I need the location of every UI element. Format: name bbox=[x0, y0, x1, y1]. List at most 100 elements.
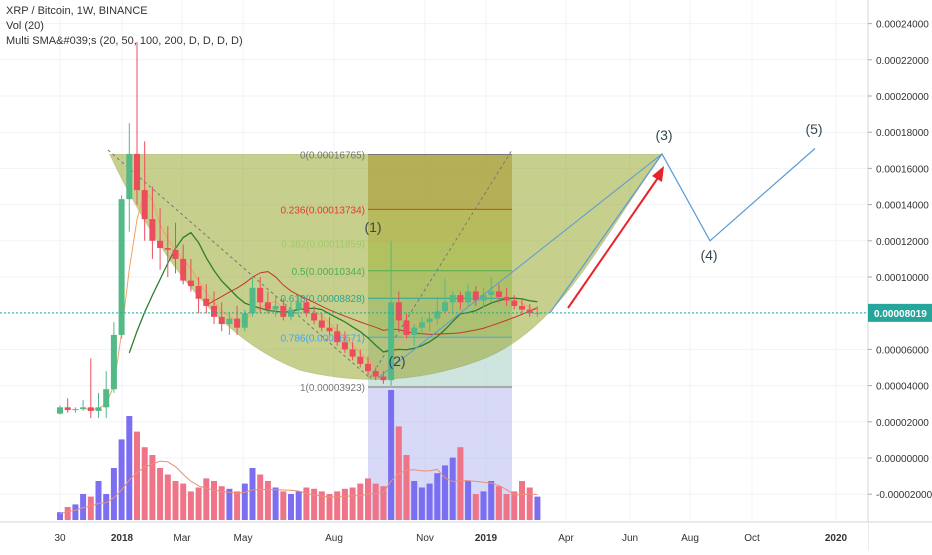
candle-body bbox=[519, 305, 525, 310]
volume-bar bbox=[195, 487, 202, 520]
price-tick-label: 0.00024000 bbox=[876, 20, 929, 31]
volume-bar bbox=[126, 416, 133, 520]
volume-bar bbox=[480, 491, 487, 520]
volume-bar bbox=[388, 390, 395, 520]
volume-bar bbox=[64, 507, 71, 520]
sma-label[interactable]: Multi SMA&#039;s (20, 50, 100, 200, D, D… bbox=[6, 35, 243, 47]
candle-body bbox=[141, 190, 148, 220]
volume-bar bbox=[357, 483, 364, 520]
sma-line bbox=[206, 271, 538, 335]
candle-body bbox=[195, 286, 202, 299]
fib-level-label: 0.382(0.00011859) bbox=[281, 239, 365, 250]
candle-body bbox=[226, 318, 233, 325]
candle-body bbox=[395, 302, 402, 321]
volume-label[interactable]: Vol (20) bbox=[6, 20, 44, 32]
wave-label: (2) bbox=[388, 353, 405, 369]
candle-body bbox=[272, 305, 279, 310]
volume-bar bbox=[519, 481, 525, 520]
candle-body bbox=[95, 407, 102, 411]
price-tick-label: 0.00010000 bbox=[876, 273, 929, 284]
candle-body bbox=[187, 280, 194, 287]
candle-body bbox=[480, 295, 487, 301]
volume-bar bbox=[365, 478, 371, 520]
volume-bar bbox=[264, 481, 271, 520]
price-tick-label: 0.00020000 bbox=[876, 92, 929, 103]
volume-bar bbox=[288, 494, 294, 520]
volume-bar bbox=[488, 481, 495, 520]
volume-ma-line bbox=[59, 460, 538, 515]
current-price-tag bbox=[868, 303, 932, 322]
volume-bar bbox=[211, 481, 217, 520]
candle-body bbox=[295, 302, 302, 310]
volume-bar bbox=[380, 486, 387, 520]
candle-body bbox=[72, 409, 79, 411]
volume-bar bbox=[164, 474, 171, 520]
candle-body bbox=[303, 302, 310, 314]
candle-body bbox=[526, 309, 533, 314]
candle-body bbox=[511, 300, 518, 306]
candle-body bbox=[164, 248, 171, 250]
target-arrow-line bbox=[567, 171, 663, 309]
volume-bar bbox=[334, 491, 341, 520]
volume-bar bbox=[226, 488, 233, 520]
candle-body bbox=[80, 407, 87, 410]
volume-bar bbox=[418, 487, 425, 520]
candle-body bbox=[403, 320, 410, 335]
volume-bar bbox=[457, 447, 464, 520]
time-tick-label: Jun bbox=[622, 533, 638, 544]
wave-label: (3) bbox=[655, 127, 672, 143]
candle-body bbox=[241, 313, 248, 328]
volume-bar bbox=[295, 491, 302, 520]
candle-body bbox=[341, 342, 348, 350]
volume-bar bbox=[434, 473, 441, 520]
volume-bar bbox=[526, 487, 533, 520]
candle-body bbox=[488, 291, 495, 296]
candle-body bbox=[442, 302, 448, 312]
volume-bar bbox=[349, 487, 356, 520]
volume-bar bbox=[403, 455, 410, 520]
candle-body bbox=[426, 318, 433, 323]
volume-bar bbox=[180, 483, 187, 520]
time-tick-label: May bbox=[234, 533, 253, 544]
volume-bar bbox=[495, 486, 502, 520]
candle-body bbox=[149, 219, 156, 241]
candle-body bbox=[434, 311, 441, 319]
candle-body bbox=[157, 240, 164, 249]
candle-body bbox=[126, 153, 133, 200]
price-tick-label: 0.00004000 bbox=[876, 382, 929, 393]
volume-bar bbox=[157, 468, 164, 520]
price-tick-label: 0.00012000 bbox=[876, 237, 929, 248]
symbol-label[interactable]: XRP / Bitcoin, 1W, BINANCE bbox=[6, 5, 148, 17]
elliott-projection-line bbox=[549, 148, 816, 314]
time-tick-label: Aug bbox=[681, 533, 699, 544]
candle-body bbox=[503, 296, 510, 301]
wave-label: (4) bbox=[700, 247, 717, 263]
candle-body bbox=[357, 356, 364, 364]
time-tick-label: 2020 bbox=[825, 533, 848, 544]
volume-bar bbox=[187, 491, 194, 520]
candle-body bbox=[411, 327, 418, 335]
volume-bar bbox=[234, 491, 241, 520]
volume-bar bbox=[318, 491, 325, 520]
candle-body bbox=[449, 295, 456, 303]
volume-bar bbox=[411, 481, 418, 520]
volume-bar bbox=[110, 468, 117, 520]
cup-shape bbox=[109, 154, 663, 380]
candle-body bbox=[264, 302, 271, 310]
volume-bar bbox=[449, 457, 456, 520]
price-tick-label: 0.00016000 bbox=[876, 164, 929, 175]
candle-body bbox=[280, 305, 287, 317]
volume-bar bbox=[149, 455, 156, 520]
time-tick-label: 30 bbox=[54, 533, 66, 544]
volume-bar bbox=[72, 504, 79, 520]
fib-level-label: 0.236(0.00013734) bbox=[280, 205, 365, 216]
candle-body bbox=[288, 309, 294, 317]
price-tick-label: 0.00014000 bbox=[876, 201, 929, 212]
price-tick-label: 0.00000000 bbox=[876, 454, 929, 465]
volume-bar bbox=[280, 491, 287, 520]
volume-bar bbox=[534, 496, 541, 520]
current-price-label: 0.00008019 bbox=[874, 309, 927, 320]
time-tick-label: 2019 bbox=[475, 533, 498, 544]
